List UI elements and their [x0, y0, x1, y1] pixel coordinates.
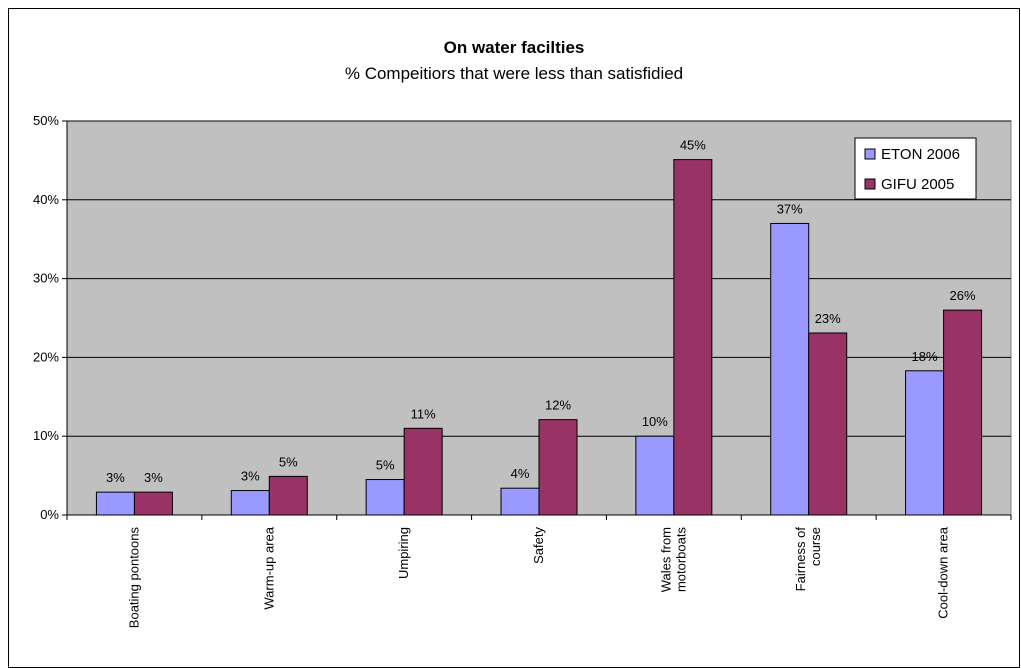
- y-tick-label: 10%: [33, 428, 59, 443]
- data-label: 5%: [376, 458, 395, 473]
- data-label: 18%: [912, 349, 938, 364]
- bar: [905, 370, 945, 516]
- category-label: Fairness ofcourse: [793, 527, 823, 592]
- legend-swatch-eton: [864, 148, 876, 160]
- bar: [133, 491, 173, 516]
- category-label: Umpiring: [396, 527, 411, 579]
- bar: [95, 491, 135, 516]
- chart-subtitle: % Compeitiors that were less than satisf…: [345, 64, 683, 83]
- category-label: Safety: [531, 527, 546, 564]
- y-tick-label: 40%: [33, 192, 59, 207]
- bar: [943, 309, 983, 516]
- data-label: 4%: [511, 466, 530, 481]
- y-tick-label: 20%: [33, 349, 59, 364]
- data-label: 3%: [106, 470, 125, 485]
- bar: [500, 487, 540, 516]
- bar: [538, 419, 578, 516]
- category-label-line: Fairness of: [793, 527, 808, 592]
- bar: [365, 479, 405, 516]
- category-label-line: Safety: [531, 527, 546, 564]
- gridlines: [67, 120, 1011, 437]
- data-label: 26%: [950, 288, 976, 303]
- category-label: Wales frommotorboats: [658, 527, 688, 593]
- chart-title: On water facilties: [444, 38, 585, 57]
- category-label: Cool-down area: [936, 526, 951, 619]
- legend-swatch-gifu: [864, 178, 876, 190]
- data-label: 12%: [545, 398, 571, 413]
- category-label-line: motorboats: [673, 527, 688, 593]
- legend-label-gifu: GIFU 2005: [881, 176, 954, 193]
- legend: ETON 2006 GIFU 2005: [854, 137, 977, 200]
- bar: [403, 427, 443, 516]
- data-label: 23%: [815, 311, 841, 326]
- category-label-line: Warm-up area: [261, 526, 276, 609]
- legend-label-eton: ETON 2006: [881, 146, 960, 163]
- bar: [635, 435, 675, 516]
- bar-chart: On water facilties % Compeitiors that we…: [33, 38, 1012, 629]
- bar: [230, 490, 270, 516]
- axes: 0% 10% 20% 30% 40% 50% Boating pontoons Warm-up…: [33, 113, 1012, 629]
- data-label: 37%: [777, 201, 803, 216]
- chart-frame: On water facilties % Compeitiors that we…: [8, 8, 1020, 668]
- category-label-line: Umpiring: [396, 527, 411, 579]
- y-tick-label: 30%: [33, 271, 59, 286]
- category-label: Boating pontoons: [126, 527, 141, 629]
- bar: [808, 332, 848, 516]
- data-label: 10%: [642, 414, 668, 429]
- category-label-line: Boating pontoons: [126, 527, 141, 629]
- category-label: Warm-up area: [261, 526, 276, 609]
- category-label-line: Cool-down area: [936, 526, 951, 619]
- data-label: 11%: [411, 406, 436, 421]
- y-tick-label: 50%: [33, 113, 59, 128]
- data-label: 5%: [279, 454, 298, 469]
- data-label: 3%: [241, 469, 260, 484]
- bar: [673, 159, 713, 516]
- category-label-line: course: [808, 527, 823, 566]
- category-label-line: Wales from: [658, 527, 673, 592]
- data-label: 45%: [680, 138, 706, 153]
- bar: [770, 222, 810, 516]
- y-tick-label: 0%: [40, 507, 59, 522]
- data-label: 3%: [144, 470, 163, 485]
- bar: [268, 475, 308, 516]
